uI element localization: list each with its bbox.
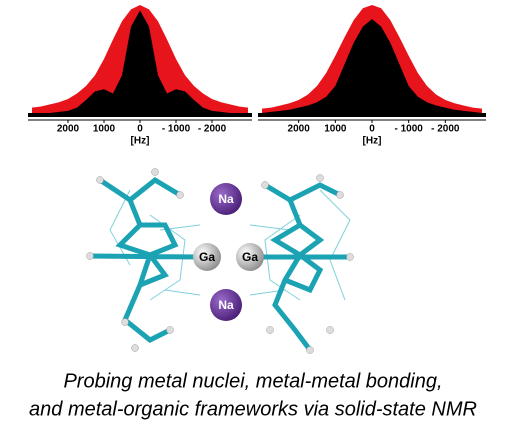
ga-atom	[236, 243, 264, 271]
caption-line: and metal-organic frameworks via solid-s…	[29, 398, 477, 420]
na-atom	[210, 289, 242, 321]
molecule-frame	[86, 168, 354, 354]
x-tick-label: 1000	[93, 124, 116, 135]
x-tick-label: - 1000	[394, 124, 423, 135]
x-tick-label: - 2000	[431, 124, 460, 135]
spectrum-area	[262, 19, 482, 113]
atom-label: Na	[218, 192, 234, 206]
x-tick-label: 0	[369, 124, 375, 135]
spectrum-chart: 2000 1000 0 - 1000 - 2000 [Hz]	[258, 5, 486, 147]
atoms: Na Ga Ga Na	[193, 183, 264, 321]
x-tick-label: 0	[137, 124, 143, 135]
x-axis-label: [Hz]	[363, 136, 382, 147]
x-axis-label: [Hz]	[131, 136, 150, 147]
atom-label: Ga	[199, 250, 215, 264]
spectrum-chart: 2000 1000 0 - 1000 - 2000 [Hz]	[28, 5, 252, 147]
ga-atom	[193, 243, 221, 271]
x-tick-label: 1000	[324, 124, 347, 135]
spectrum-area	[32, 10, 248, 113]
x-tick-label: - 2000	[198, 124, 227, 135]
caption-line: Probing metal nuclei, metal-metal bondin…	[63, 370, 442, 392]
x-tick-label: 2000	[288, 124, 311, 135]
x-tick-label: - 1000	[162, 124, 191, 135]
x-tick-label: 2000	[57, 124, 80, 135]
atom-label: Na	[218, 298, 234, 312]
na-atom	[210, 183, 242, 215]
atom-label: Ga	[242, 250, 258, 264]
